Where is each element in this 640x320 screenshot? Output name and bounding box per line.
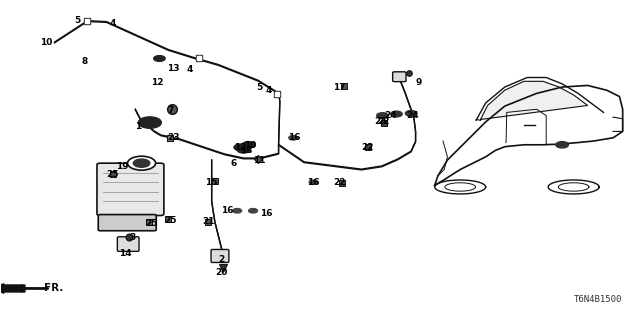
Text: 2: 2 (218, 255, 225, 264)
Circle shape (289, 136, 298, 140)
Text: 22: 22 (333, 178, 346, 187)
Polygon shape (481, 81, 588, 119)
Circle shape (377, 113, 388, 118)
Text: 4: 4 (109, 19, 116, 28)
Circle shape (237, 147, 250, 153)
Text: 11: 11 (253, 156, 266, 164)
FancyBboxPatch shape (99, 215, 156, 231)
Circle shape (127, 156, 156, 170)
Circle shape (556, 142, 568, 148)
Circle shape (391, 111, 402, 117)
Text: 25: 25 (145, 219, 157, 228)
Text: 10: 10 (244, 141, 256, 150)
Circle shape (138, 117, 161, 128)
Circle shape (243, 142, 255, 148)
FancyBboxPatch shape (393, 72, 406, 82)
FancyBboxPatch shape (211, 250, 229, 262)
Text: 6: 6 (231, 159, 237, 168)
Text: 7: 7 (167, 106, 173, 115)
Text: 16: 16 (221, 206, 234, 215)
FancyBboxPatch shape (117, 237, 139, 252)
Circle shape (133, 159, 150, 167)
Text: 4: 4 (266, 86, 272, 95)
Text: FR.: FR. (44, 283, 63, 293)
Text: 20: 20 (215, 268, 227, 277)
Circle shape (248, 209, 257, 213)
Text: 8: 8 (81, 57, 87, 66)
Text: 5: 5 (257, 83, 262, 92)
Text: 16: 16 (307, 178, 320, 187)
Text: 13: 13 (167, 63, 180, 73)
Text: 16: 16 (288, 133, 301, 142)
Text: 21: 21 (202, 217, 215, 226)
Circle shape (405, 110, 417, 116)
Circle shape (233, 209, 242, 213)
Text: 15: 15 (205, 178, 218, 187)
Text: 17: 17 (333, 83, 346, 92)
Text: 24: 24 (384, 111, 396, 120)
Text: T6N4B1500: T6N4B1500 (574, 295, 623, 304)
Text: 5: 5 (75, 16, 81, 25)
Text: 19: 19 (116, 162, 129, 171)
Text: 22: 22 (362, 143, 374, 152)
FancyBboxPatch shape (97, 163, 164, 215)
Text: 22: 22 (378, 117, 390, 126)
Text: 3: 3 (129, 233, 135, 242)
Circle shape (309, 180, 318, 184)
Text: 12: 12 (234, 143, 246, 152)
Text: 10: 10 (40, 38, 52, 47)
FancyArrow shape (0, 284, 25, 293)
Text: 14: 14 (119, 249, 132, 258)
Text: 4: 4 (186, 65, 193, 74)
Circle shape (234, 144, 246, 150)
Circle shape (154, 56, 165, 61)
Text: 23: 23 (167, 133, 180, 142)
Text: 1: 1 (135, 122, 141, 131)
Text: 16: 16 (260, 209, 272, 219)
Text: 25: 25 (164, 216, 177, 225)
Text: 9: 9 (415, 78, 422, 87)
Text: 24: 24 (374, 117, 387, 126)
Text: 18: 18 (241, 146, 253, 155)
Text: 25: 25 (107, 170, 119, 179)
Text: 24: 24 (406, 111, 419, 120)
Text: 12: 12 (151, 78, 164, 87)
